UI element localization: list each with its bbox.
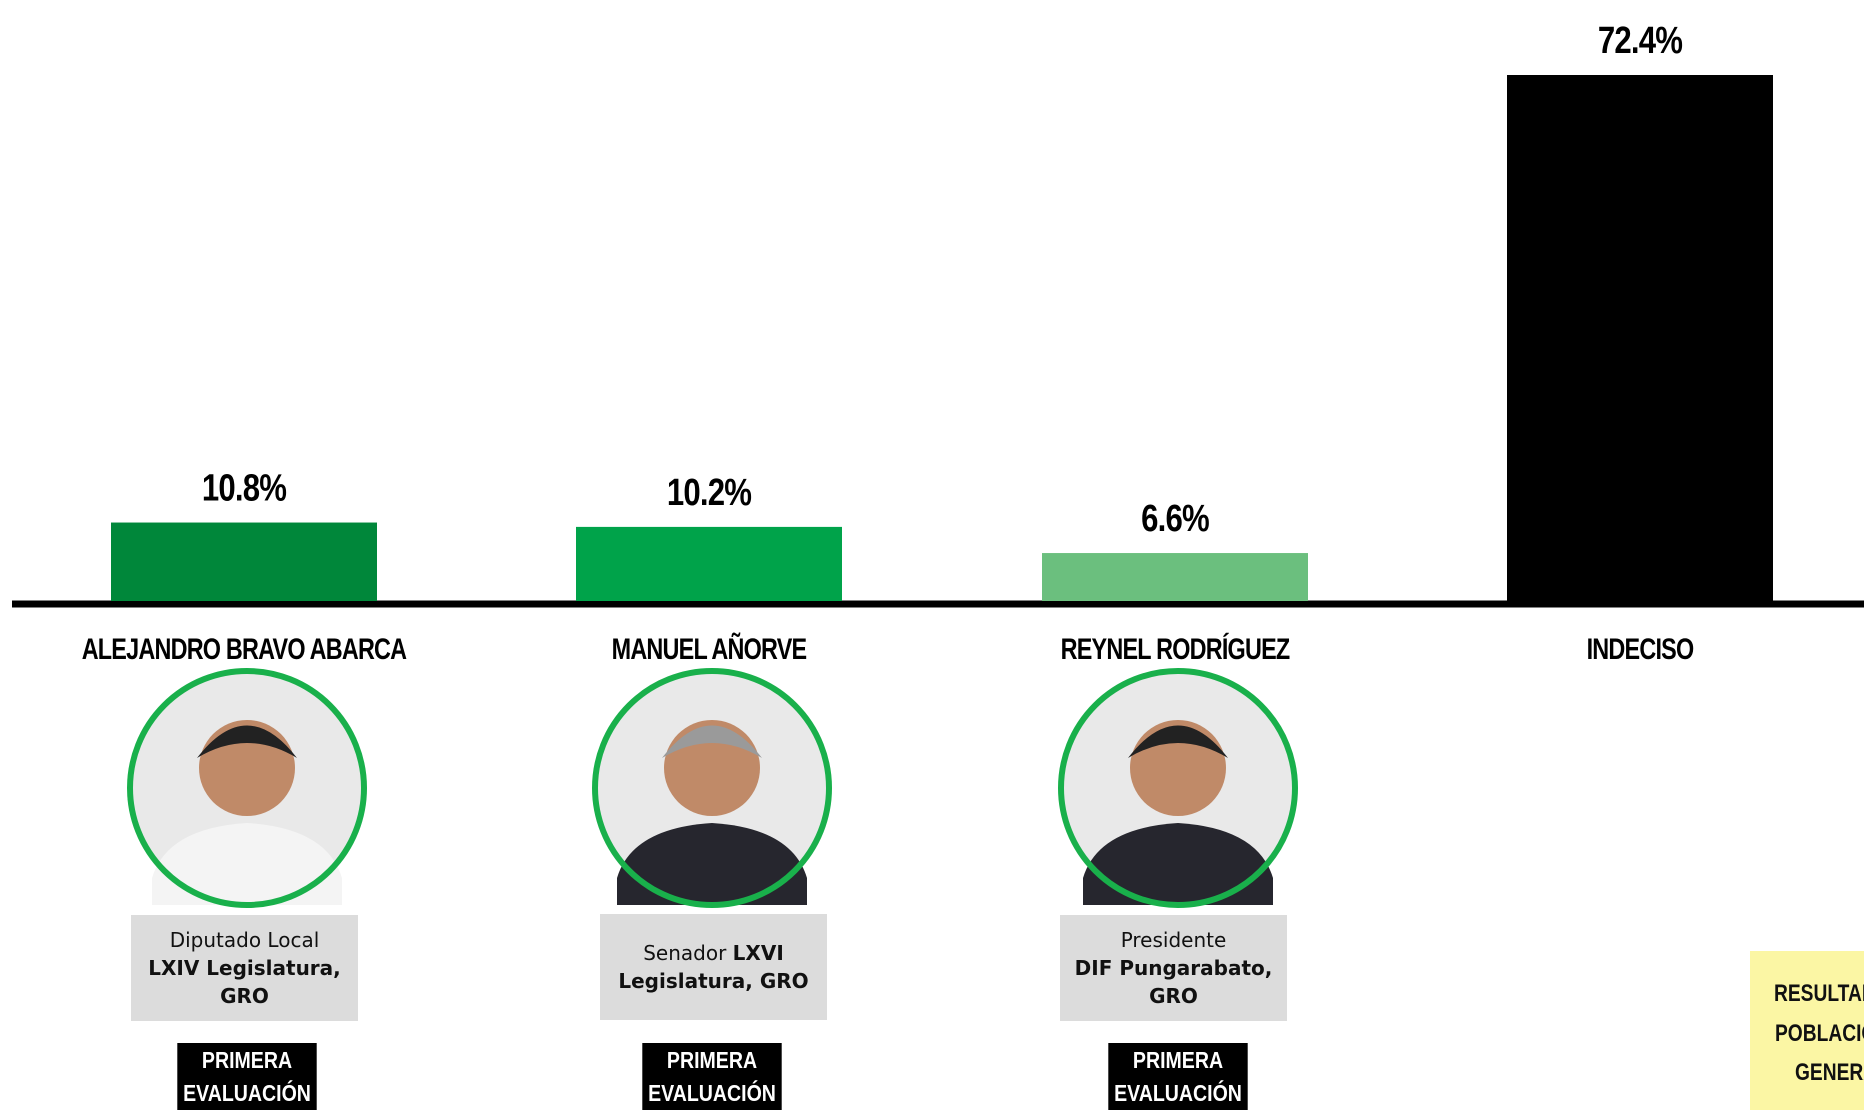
caption-role: Presidente — [1120, 928, 1227, 952]
badge-line: PRIMERA — [201, 1046, 293, 1073]
photo-hair — [1128, 725, 1228, 758]
note-line: POBLACIÓ — [1775, 1020, 1864, 1047]
badge: PRIMERA EVALUACIÓN — [1108, 1043, 1248, 1110]
candidate-photo — [127, 668, 367, 908]
caption-role: Diputado Local — [169, 928, 320, 952]
category-label: REYNEL RODRÍGUEZ — [1061, 631, 1290, 666]
value-label: 72.4% — [1598, 20, 1682, 62]
badge-line: EVALUACIÓN — [1114, 1079, 1242, 1106]
badge-line: PRIMERA — [666, 1046, 758, 1073]
badge-line: PRIMERA — [1132, 1046, 1224, 1073]
value-label: 6.6% — [1141, 498, 1209, 540]
bar — [1042, 553, 1308, 601]
category-label: MANUEL AÑORVE — [612, 631, 807, 666]
value-label: 10.2% — [667, 472, 751, 514]
photo-body — [152, 823, 342, 905]
photo-ring — [127, 668, 367, 908]
badge: PRIMERA EVALUACIÓN — [642, 1043, 782, 1110]
value-label: 10.8% — [202, 468, 286, 510]
caption-detail: DIF Pungarabato, GRO — [1074, 956, 1273, 1008]
badge: PRIMERA EVALUACIÓN — [177, 1043, 317, 1110]
badge-line: EVALUACIÓN — [648, 1079, 776, 1106]
caption: Presidente DIF Pungarabato, GRO — [1060, 915, 1287, 1021]
photo-hair — [662, 725, 762, 758]
note-line: GENERA — [1795, 1059, 1864, 1086]
caption: Senador LXVI Legislatura, GRO — [600, 914, 827, 1020]
photo-body — [617, 823, 807, 905]
photo-ring — [1058, 668, 1298, 908]
photo-hair — [197, 725, 297, 758]
caption-text: Senador LXVI Legislatura, GRO — [600, 939, 827, 995]
caption-detail: LXIV Legislatura, GRO — [148, 956, 341, 1008]
caption-detail: LXVI Legislatura, GRO — [618, 941, 809, 993]
candidate-photo — [592, 668, 832, 908]
bar — [1507, 75, 1773, 601]
note-line: RESULTAD — [1774, 980, 1864, 1007]
note-box: RESULTAD POBLACIÓ GENERA — [1750, 951, 1864, 1110]
bar — [111, 522, 377, 601]
candidate-photo — [1058, 668, 1298, 908]
badge-line: EVALUACIÓN — [183, 1079, 311, 1106]
caption-text: Diputado Local LXIV Legislatura, GRO — [131, 926, 358, 1010]
bar — [576, 526, 842, 601]
photo-body — [1083, 823, 1273, 905]
category-label: ALEJANDRO BRAVO ABARCA — [82, 632, 407, 665]
caption-text: Presidente DIF Pungarabato, GRO — [1060, 926, 1287, 1010]
caption-role: Senador — [643, 941, 727, 965]
caption: Diputado Local LXIV Legislatura, GRO — [131, 915, 358, 1021]
category-label: INDECISO — [1587, 632, 1694, 665]
photo-ring — [592, 668, 832, 908]
